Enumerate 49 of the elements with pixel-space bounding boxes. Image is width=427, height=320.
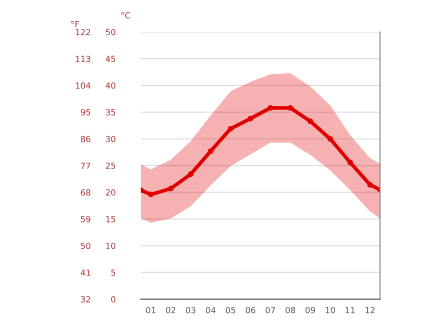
point [188, 171, 194, 177]
point [248, 116, 254, 122]
y2-tick-label: 122 [76, 28, 90, 36]
y2-tick-label: 41 [80, 270, 90, 276]
y-tick-label: 25 [106, 162, 116, 169]
y-tick-label: 45 [106, 56, 116, 62]
y-tick-label: 20 [106, 189, 116, 196]
point [228, 126, 234, 132]
line-series [140, 105, 380, 198]
point [327, 136, 333, 142]
point [367, 182, 373, 188]
y-tick-label: 15 [106, 216, 116, 222]
x-tick-label: 02 [166, 306, 176, 314]
x-tick-label: 10 [326, 306, 335, 314]
y-axis-title: °C [121, 12, 130, 18]
x-tick-label: 11 [346, 307, 355, 314]
x-tick-label: 12 [366, 306, 375, 314]
y2-tick-label: 104 [76, 82, 90, 89]
point [208, 148, 214, 154]
point [148, 192, 154, 198]
y-tick-label: 35 [106, 109, 116, 116]
y-tick-label: 5 [111, 270, 116, 276]
point [308, 118, 314, 124]
x-tick-label: 04 [206, 306, 216, 314]
point [347, 160, 353, 166]
x-tick-label: 06 [246, 306, 256, 314]
y2-axis-title: °F [71, 21, 79, 28]
y2-tick-label: 86 [80, 136, 90, 142]
x-tick-label: 09 [306, 306, 316, 314]
y-tick-label: 30 [106, 136, 116, 142]
y-tick-label: 50 [106, 28, 116, 36]
y2-tick-label: 113 [76, 56, 90, 62]
point [268, 105, 274, 111]
y2-tick-label: 50 [80, 242, 90, 250]
y-tick-label: 0 [111, 296, 116, 302]
y-tick-label: 10 [106, 242, 116, 250]
x-tick-label: 01 [146, 306, 156, 314]
point [168, 186, 174, 192]
y2-tick-label: 77 [80, 162, 90, 169]
y2-tick-label: 59 [80, 216, 90, 222]
x-tick-label: 08 [286, 306, 296, 314]
x-tick-label: 05 [226, 306, 236, 314]
y2-tick-label: 95 [80, 109, 90, 116]
point [288, 105, 294, 111]
y-tick-label: 40 [106, 82, 116, 89]
y2-tick-label: 32 [80, 296, 90, 302]
x-tick-label: 03 [186, 306, 196, 314]
y2-tick-label: 68 [80, 189, 90, 196]
x-tick-label: 07 [266, 306, 276, 314]
